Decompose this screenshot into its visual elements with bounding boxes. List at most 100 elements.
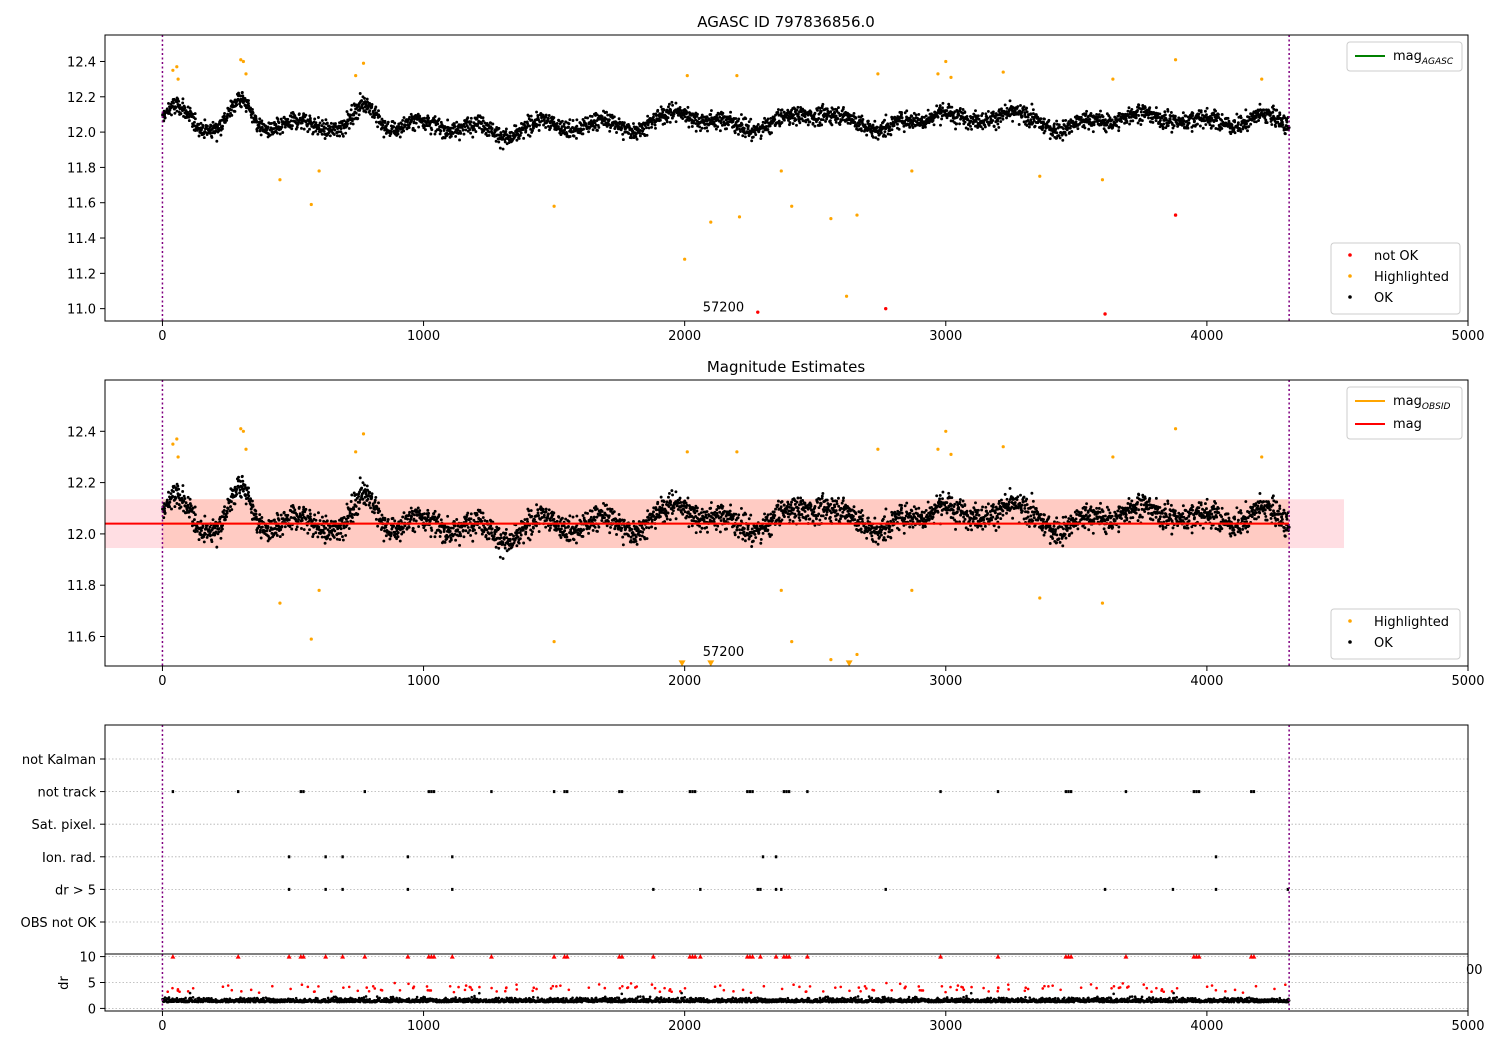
ok-point bbox=[512, 131, 516, 135]
ok-point bbox=[595, 515, 599, 519]
ok-point bbox=[1154, 106, 1158, 110]
ok-point bbox=[678, 105, 682, 109]
ok-point bbox=[498, 146, 502, 150]
ok-point bbox=[192, 511, 196, 515]
ok-point bbox=[457, 123, 461, 127]
ok-point bbox=[993, 116, 997, 120]
ok-point bbox=[1029, 118, 1033, 122]
ok-point bbox=[374, 105, 378, 109]
highlighted-point bbox=[1111, 77, 1115, 81]
ok-point bbox=[230, 113, 234, 117]
ok-point bbox=[831, 107, 835, 111]
ok-point bbox=[429, 526, 433, 530]
ok-point bbox=[996, 122, 1000, 126]
ok-point bbox=[591, 128, 595, 132]
ok-point bbox=[199, 528, 203, 532]
ok-point bbox=[1025, 124, 1029, 127]
ok-point bbox=[1268, 114, 1272, 117]
ok-point bbox=[389, 130, 393, 134]
ok-point bbox=[320, 515, 324, 519]
ok-point bbox=[447, 526, 451, 530]
highlighted-point bbox=[683, 257, 687, 261]
ok-point bbox=[313, 117, 317, 121]
ok-point bbox=[195, 128, 199, 132]
ok-point bbox=[380, 126, 384, 130]
ok-point bbox=[716, 125, 720, 129]
ok-point bbox=[617, 513, 621, 516]
ok-point bbox=[568, 118, 572, 122]
ok-point bbox=[320, 124, 324, 128]
ok-point bbox=[948, 105, 952, 109]
ok-point bbox=[1001, 117, 1005, 121]
ok-point bbox=[529, 509, 533, 512]
ok-point bbox=[873, 119, 877, 123]
ok-point bbox=[1258, 116, 1262, 120]
ok-point bbox=[654, 114, 658, 117]
ok-point bbox=[1246, 129, 1249, 133]
ok-point bbox=[172, 101, 175, 105]
ok-point bbox=[795, 123, 798, 127]
ok-point bbox=[549, 518, 553, 522]
ok-point bbox=[1001, 114, 1005, 118]
ok-point bbox=[571, 119, 575, 122]
ok-point bbox=[416, 506, 420, 510]
ok-point bbox=[163, 116, 167, 120]
ok-point bbox=[544, 507, 548, 511]
ok-point bbox=[302, 505, 306, 509]
highlighted-point bbox=[1038, 174, 1042, 178]
ok-point bbox=[412, 517, 416, 521]
ok-point bbox=[591, 528, 595, 532]
ok-point bbox=[491, 122, 495, 126]
ok-point bbox=[365, 484, 369, 488]
ok-point bbox=[1048, 137, 1052, 141]
ok-point bbox=[188, 106, 192, 110]
ok-point bbox=[1128, 122, 1131, 126]
ok-point bbox=[700, 113, 704, 117]
ok-point bbox=[240, 474, 244, 478]
ok-point bbox=[214, 530, 218, 534]
ok-point bbox=[622, 121, 626, 125]
ok-point bbox=[997, 125, 1001, 129]
ok-point bbox=[1169, 114, 1173, 118]
ok-point bbox=[238, 491, 242, 495]
ok-point bbox=[225, 515, 229, 519]
ok-point bbox=[1089, 112, 1093, 115]
highlighted-point bbox=[241, 59, 245, 64]
ok-point bbox=[433, 509, 437, 513]
ok-point bbox=[518, 133, 522, 137]
ok-point bbox=[1161, 127, 1165, 131]
ok-point bbox=[567, 122, 571, 126]
ok-point bbox=[792, 113, 796, 117]
ok-point bbox=[568, 514, 572, 518]
ok-point bbox=[512, 534, 516, 538]
ok-point bbox=[1232, 127, 1236, 131]
ok-point bbox=[267, 534, 270, 538]
ok-point bbox=[352, 507, 356, 511]
highlighted-point bbox=[361, 61, 366, 65]
ok-point bbox=[545, 518, 548, 522]
ok-point bbox=[302, 112, 306, 116]
ok-point bbox=[1197, 112, 1201, 116]
ok-point bbox=[1283, 132, 1287, 136]
ok-point bbox=[181, 484, 185, 487]
ok-point bbox=[172, 490, 175, 494]
ok-point bbox=[422, 116, 426, 120]
ok-point bbox=[653, 123, 657, 127]
ok-point bbox=[455, 120, 459, 124]
ok-point bbox=[411, 526, 415, 530]
ok-point bbox=[466, 531, 470, 535]
ok-point bbox=[825, 107, 829, 111]
ok-point bbox=[190, 524, 194, 528]
ok-point bbox=[473, 528, 476, 532]
ok-point bbox=[244, 502, 248, 506]
ok-point bbox=[1061, 119, 1065, 123]
ok-point bbox=[297, 505, 301, 509]
ok-point bbox=[764, 125, 768, 128]
ok-point bbox=[655, 512, 659, 516]
ok-point bbox=[335, 134, 339, 138]
ok-point bbox=[334, 520, 337, 523]
ok-point bbox=[854, 116, 858, 120]
ok-point bbox=[597, 525, 601, 529]
ok-point bbox=[376, 125, 380, 129]
highlighted-point bbox=[1001, 70, 1005, 74]
